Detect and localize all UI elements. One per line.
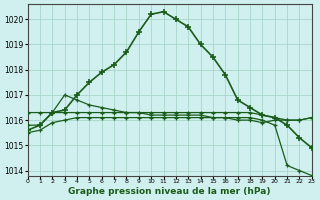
X-axis label: Graphe pression niveau de la mer (hPa): Graphe pression niveau de la mer (hPa)	[68, 187, 271, 196]
